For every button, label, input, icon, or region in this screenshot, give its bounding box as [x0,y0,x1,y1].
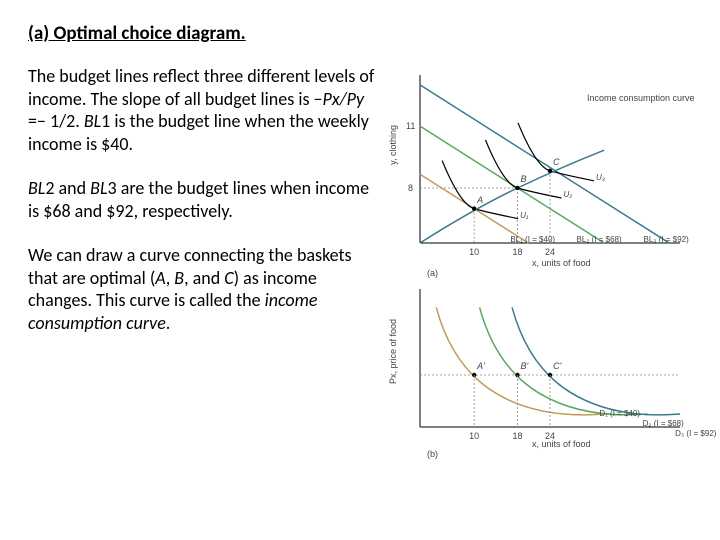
paragraph-1: The budget lines reflect three different… [28,65,384,155]
content-row: The budget lines reflect three different… [28,65,692,459]
p1-bl1: BL [84,110,101,132]
p2-b: 2 and [45,177,90,199]
page-title: (a) Optimal choice diagram. [28,22,692,45]
p3-C: C [224,267,233,289]
text-column: The budget lines reflect three different… [28,65,384,459]
paragraph-3: We can draw a curve connecting the baske… [28,244,384,334]
figA-sub: (a) [427,268,438,278]
figure-column: y, clothing x, units of food (a) Income … [392,65,692,459]
p3-c: , and [184,267,224,289]
figure-b: Px, price of food x, units of food (b) 1… [392,279,692,459]
figB-sub: (b) [427,449,438,459]
paragraph-2: BL2 and BL3 are the budget lines when in… [28,177,384,222]
p3-e: . [166,312,171,334]
figA-ylabel: y, clothing [388,125,398,165]
figure-b-svg [392,279,692,459]
p2-a: BL [28,177,45,199]
p1-slope: Px/Py [323,88,365,110]
p3-b: , [166,267,175,289]
figA-xlabel: x, units of food [532,258,591,268]
p1-b: =− 1/2. [28,110,84,132]
p3-A: A [155,267,165,289]
figA-icc-label: Income consumption curve [587,93,695,103]
figure-a: y, clothing x, units of food (a) Income … [392,65,692,275]
p3-B: B [174,267,184,289]
p2-c: BL [90,177,107,199]
figB-ylabel: Px, price of food [388,319,398,384]
figB-xlabel: x, units of food [532,439,591,449]
